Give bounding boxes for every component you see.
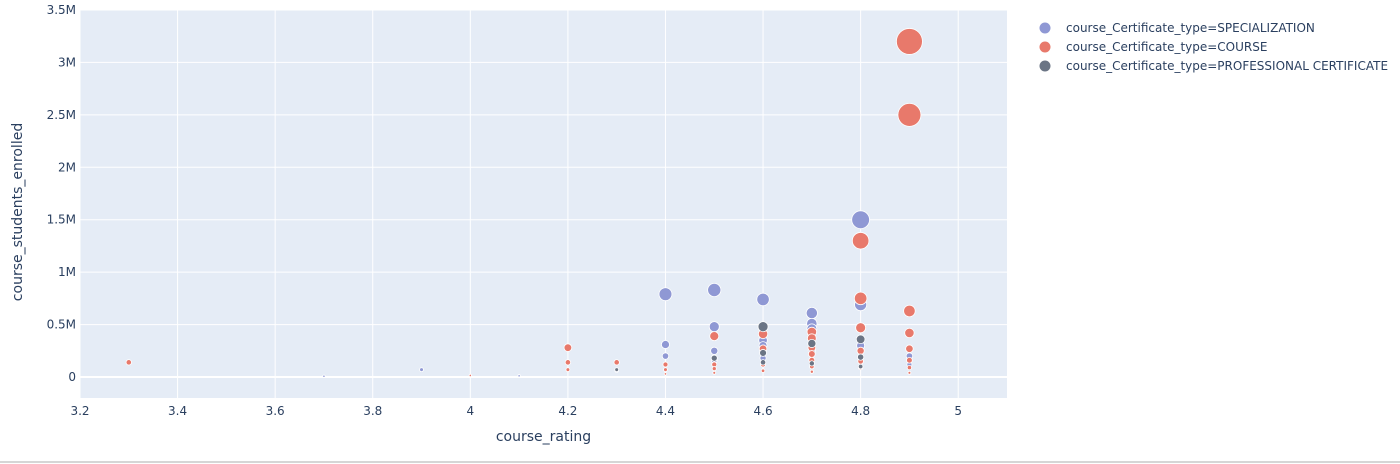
data-point: [468, 373, 472, 378]
data-point: [709, 331, 720, 342]
x-tick-label: 3.6: [266, 404, 285, 418]
x-tick-label: 4.4: [656, 404, 675, 418]
data-point: [904, 327, 915, 339]
x-tick-label: 4.2: [558, 404, 577, 418]
data-point: [851, 232, 870, 250]
data-point: [710, 346, 719, 355]
data-point: [322, 374, 326, 378]
plot-area: [80, 10, 1007, 398]
y-axis-title: course_students_enrolled: [10, 123, 26, 301]
legend-item[interactable]: course_Certificate_type=SPECIALIZATION: [1039, 21, 1315, 35]
data-point: [711, 366, 717, 372]
data-point: [897, 102, 922, 127]
data-point: [661, 340, 670, 349]
data-point: [855, 322, 867, 334]
data-point: [125, 359, 132, 366]
data-point: [613, 359, 620, 366]
data-point: [857, 363, 864, 370]
data-point: [855, 334, 866, 345]
x-tick-label: 4.6: [754, 404, 773, 418]
data-point: [851, 210, 870, 230]
data-point: [663, 367, 668, 373]
data-point: [896, 28, 923, 55]
y-tick-label: 3.5M: [47, 3, 76, 17]
data-point: [856, 346, 865, 355]
legend-item[interactable]: course_Certificate_type=PROFESSIONAL CER…: [1039, 59, 1389, 73]
legend-item[interactable]: course_Certificate_type=COURSE: [1039, 40, 1268, 54]
data-point: [905, 344, 914, 353]
data-point: [662, 361, 669, 368]
legend-marker: [1039, 41, 1051, 53]
data-point: [708, 321, 720, 333]
x-tick-label: 4.8: [851, 404, 870, 418]
data-point: [707, 282, 722, 298]
legend-label: course_Certificate_type=SPECIALIZATION: [1066, 21, 1315, 35]
data-point: [419, 367, 424, 373]
data-point: [564, 359, 572, 366]
y-axis-ticks: 0 0.5M 1M 1.5M 2M 2.5M 3M 3.5M: [47, 3, 76, 384]
legend-label: course_Certificate_type=COURSE: [1066, 40, 1267, 54]
data-point: [906, 365, 913, 371]
data-point: [663, 372, 668, 376]
data-point: [808, 350, 816, 358]
x-tick-label: 5: [954, 404, 962, 418]
data-point: [658, 287, 673, 302]
data-point: [517, 374, 521, 378]
data-point: [712, 370, 717, 375]
data-point: [809, 369, 814, 374]
data-point: [614, 367, 620, 373]
legend[interactable]: course_Certificate_type=SPECIALIZATIONco…: [1039, 21, 1389, 73]
y-tick-label: 2.5M: [47, 108, 76, 122]
y-tick-label: 1.5M: [47, 213, 76, 227]
data-point: [907, 370, 912, 375]
data-point: [853, 291, 868, 306]
data-point: [757, 321, 769, 333]
y-tick-label: 0.5M: [47, 318, 76, 332]
data-point: [760, 368, 766, 373]
legend-marker: [1039, 22, 1051, 34]
x-tick-label: 3.2: [70, 404, 89, 418]
x-tick-label: 4: [466, 404, 474, 418]
data-point: [565, 367, 571, 373]
x-tick-label: 3.8: [363, 404, 382, 418]
x-tick-label: 3.4: [168, 404, 187, 418]
legend-marker: [1039, 60, 1051, 72]
legend-label: course_Certificate_type=PROFESSIONAL CER…: [1066, 59, 1388, 73]
y-tick-label: 1M: [58, 265, 76, 279]
data-point: [906, 356, 913, 364]
bottom-divider: [0, 461, 1400, 463]
data-point: [903, 304, 916, 318]
data-point: [710, 354, 718, 362]
data-points: [125, 28, 923, 378]
data-point: [759, 349, 767, 357]
x-axis-title: course_rating: [496, 429, 591, 445]
x-axis-ticks: 3.2 3.4 3.6 3.8 4 4.2 4.4 4.6 4.8 5: [70, 404, 962, 418]
data-point: [759, 359, 767, 366]
y-tick-label: 2M: [58, 160, 76, 174]
data-point: [808, 360, 815, 367]
data-point: [661, 352, 670, 360]
y-tick-label: 3M: [58, 55, 76, 69]
data-point: [805, 306, 818, 320]
y-tick-label: 0: [68, 370, 76, 384]
data-point: [756, 292, 770, 307]
data-point: [857, 353, 865, 361]
data-point: [807, 338, 817, 348]
data-point: [563, 343, 573, 352]
